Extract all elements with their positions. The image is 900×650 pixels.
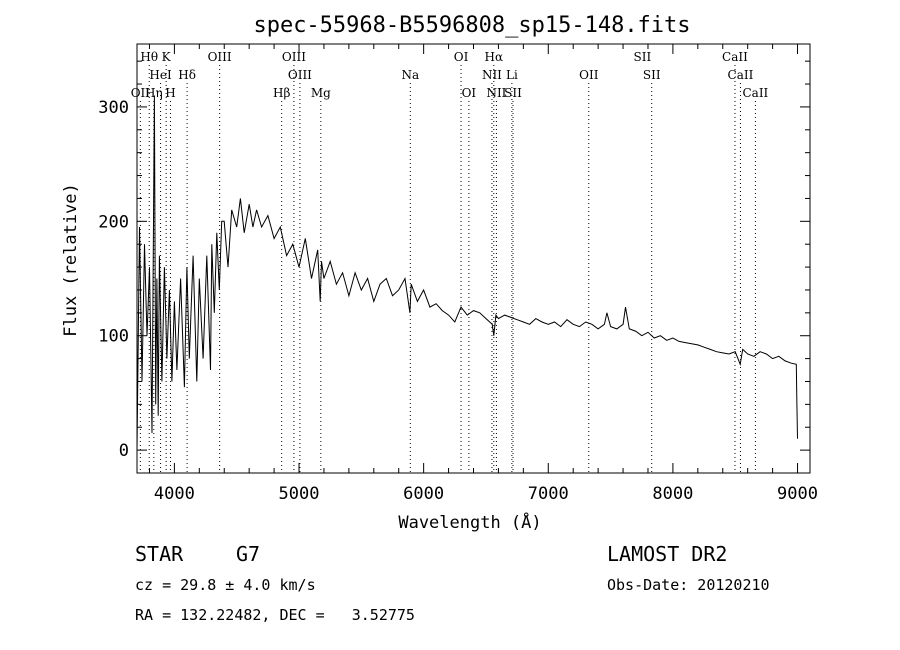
x-tick-label: 9000 [777,484,818,504]
y-tick-label: 300 [98,98,129,118]
line-marker-label: Na [401,68,419,82]
line-marker-label: Hδ [178,68,196,82]
line-marker-label: Mg [311,86,331,100]
line-marker-label: OI [462,86,477,100]
x-tick-label: 7000 [528,484,569,504]
line-marker-label: Hα [485,50,504,64]
line-marker-label: OI [454,50,469,64]
line-marker-label: OIII [288,68,312,82]
plot-frame [136,43,811,474]
line-marker-label: CaII [722,50,748,64]
y-tick-label: 0 [119,441,129,461]
redshift-text: cz = 29.8 ± 4.0 km/s [135,576,316,594]
object-class: STAR [135,542,184,566]
spectrum-line [136,95,798,451]
line-marker-label: SII [504,86,522,100]
x-tick-label: 4000 [154,484,195,504]
y-tick-label: 200 [98,212,129,232]
axis-ticks: 4000 5000 6000 7000 8000 9000 0 100 200 300 [98,44,818,504]
line-marker-label: CaII [728,68,754,82]
x-tick-label: 8000 [652,484,693,504]
x-axis-label: Wavelength (Å) [398,511,541,533]
line-marker-label: NII [486,86,506,100]
line-marker-label: SII [634,50,652,64]
line-marker-label: OII [579,68,599,82]
y-axis-label: Flux (relative) [61,183,81,337]
line-marker-label: OII [131,86,151,100]
line-marker-label: OIII [208,50,232,64]
line-marker-label: K [162,50,172,64]
line-marker-label: CaII [742,86,768,100]
x-tick-label: 5000 [279,484,320,504]
line-marker-label: Hβ [273,86,290,100]
line-marker-label: NII [482,68,502,82]
line-marker-label: Hθ [140,50,158,64]
coordinates-text: RA = 132.22482, DEC = 3.52775 [135,606,415,624]
spectrum-chart: spec-55968-B5596808_sp15-148.fits Hθ K OII… [61,13,818,533]
obs-date-text: Obs-Date: 20120210 [607,576,770,594]
line-marker-label: HeI [149,68,172,82]
object-subclass: G7 [236,542,261,566]
y-tick-label: 100 [98,327,129,347]
line-marker-label: OIII [282,50,306,64]
line-marker-label: SII [643,68,661,82]
line-marker-label: H [165,86,175,100]
line-marker-label: Li [506,68,518,82]
line-marker-label: Hη [145,86,163,100]
x-tick-label: 6000 [403,484,444,504]
survey-name: LAMOST DR2 [607,542,728,566]
chart-title: spec-55968-B5596808_sp15-148.fits [253,13,690,38]
